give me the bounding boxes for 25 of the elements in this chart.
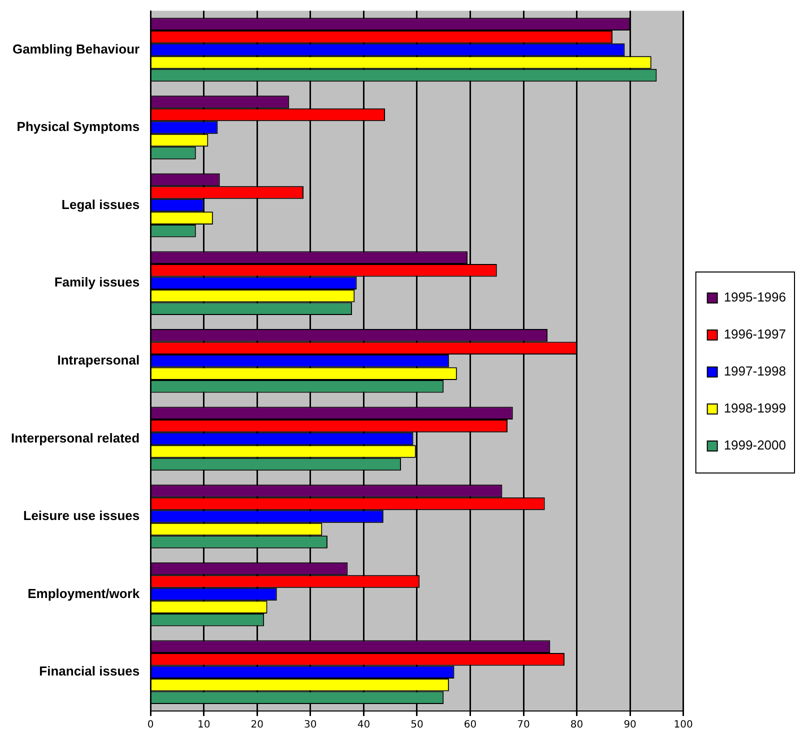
legend-label: 1997-1998 xyxy=(724,364,786,379)
x-tick-label: 0 xyxy=(147,720,154,731)
y-tick-label: Financial issues xyxy=(39,664,140,679)
x-tick-label: 100 xyxy=(674,720,693,731)
y-tick-label: Employment/work xyxy=(28,586,140,601)
y-tick-label: Leisure use issues xyxy=(23,508,140,524)
legend-label: 1996-1997 xyxy=(724,326,786,342)
x-tick-label: 10 xyxy=(198,720,210,731)
legend-label: 1995-1996 xyxy=(724,290,786,305)
y-tick-label: Family issues xyxy=(54,274,140,290)
x-tick-label: 20 xyxy=(250,720,264,731)
y-tick-label: Gambling Behaviour xyxy=(12,41,140,56)
x-tick-label: 70 xyxy=(517,720,530,731)
y-tick-label: Intrapersonal xyxy=(57,352,140,368)
y-tick-label: Physical Symptoms xyxy=(16,119,140,134)
x-tick-label: 40 xyxy=(357,720,370,731)
y-tick-label: Legal issues xyxy=(62,196,140,212)
y-tick-label: Interpersonal related xyxy=(10,430,140,446)
x-tick-label: 80 xyxy=(570,720,584,731)
legend-label: 1998-1999 xyxy=(724,400,786,416)
x-tick-label: 30 xyxy=(304,720,317,731)
legend-label: 1999-2000 xyxy=(724,438,786,453)
x-tick-label: 90 xyxy=(624,720,636,731)
x-tick-label: 60 xyxy=(464,720,477,731)
x-tick-label: 50 xyxy=(410,720,424,731)
